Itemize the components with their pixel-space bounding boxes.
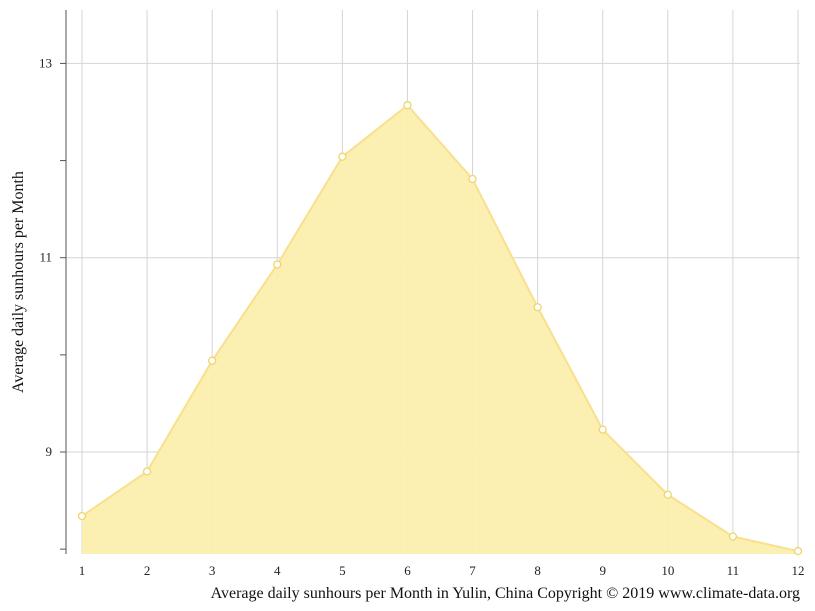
x-tick-label-2: 2 [144, 563, 151, 578]
area-layer [81, 103, 799, 554]
y-axis-title: Average daily sunhours per Month [10, 171, 27, 393]
x-tick-label-3: 3 [209, 563, 216, 578]
x-tick-label-11: 11 [727, 563, 740, 578]
data-point-6 [403, 101, 412, 110]
x-tick-label-5: 5 [339, 563, 346, 578]
data-point-7 [468, 174, 477, 184]
x-tick-label-12: 12 [792, 563, 805, 578]
x-tick-label-8: 8 [534, 563, 541, 578]
chart-caption: Average daily sunhours per Month in Yuli… [211, 585, 800, 602]
data-point-5 [338, 152, 347, 161]
x-tick-label-7: 7 [469, 563, 476, 578]
x-tick-label-4: 4 [274, 563, 281, 578]
y-tick-label-11: 11 [39, 250, 52, 265]
axes [60, 10, 67, 554]
data-point-9 [598, 425, 607, 434]
data-point-1 [77, 511, 87, 521]
data-point-3 [208, 356, 217, 365]
data-point-2 [142, 467, 152, 476]
series-line [81, 103, 799, 553]
data-point-10 [663, 490, 672, 499]
x-tick-label-10: 10 [661, 563, 674, 578]
series-area-fill [82, 105, 798, 554]
data-point-11 [728, 532, 738, 541]
x-tick-label-6: 6 [404, 563, 411, 578]
data-point-4 [273, 260, 282, 269]
x-tick-label-1: 1 [79, 563, 86, 578]
data-point-12 [793, 546, 803, 556]
y-tick-label-9: 9 [46, 444, 53, 459]
data-point-8 [533, 303, 542, 312]
x-tick-label-9: 9 [599, 563, 606, 578]
data-markers [77, 101, 803, 556]
y-tick-label-13: 13 [39, 55, 52, 70]
